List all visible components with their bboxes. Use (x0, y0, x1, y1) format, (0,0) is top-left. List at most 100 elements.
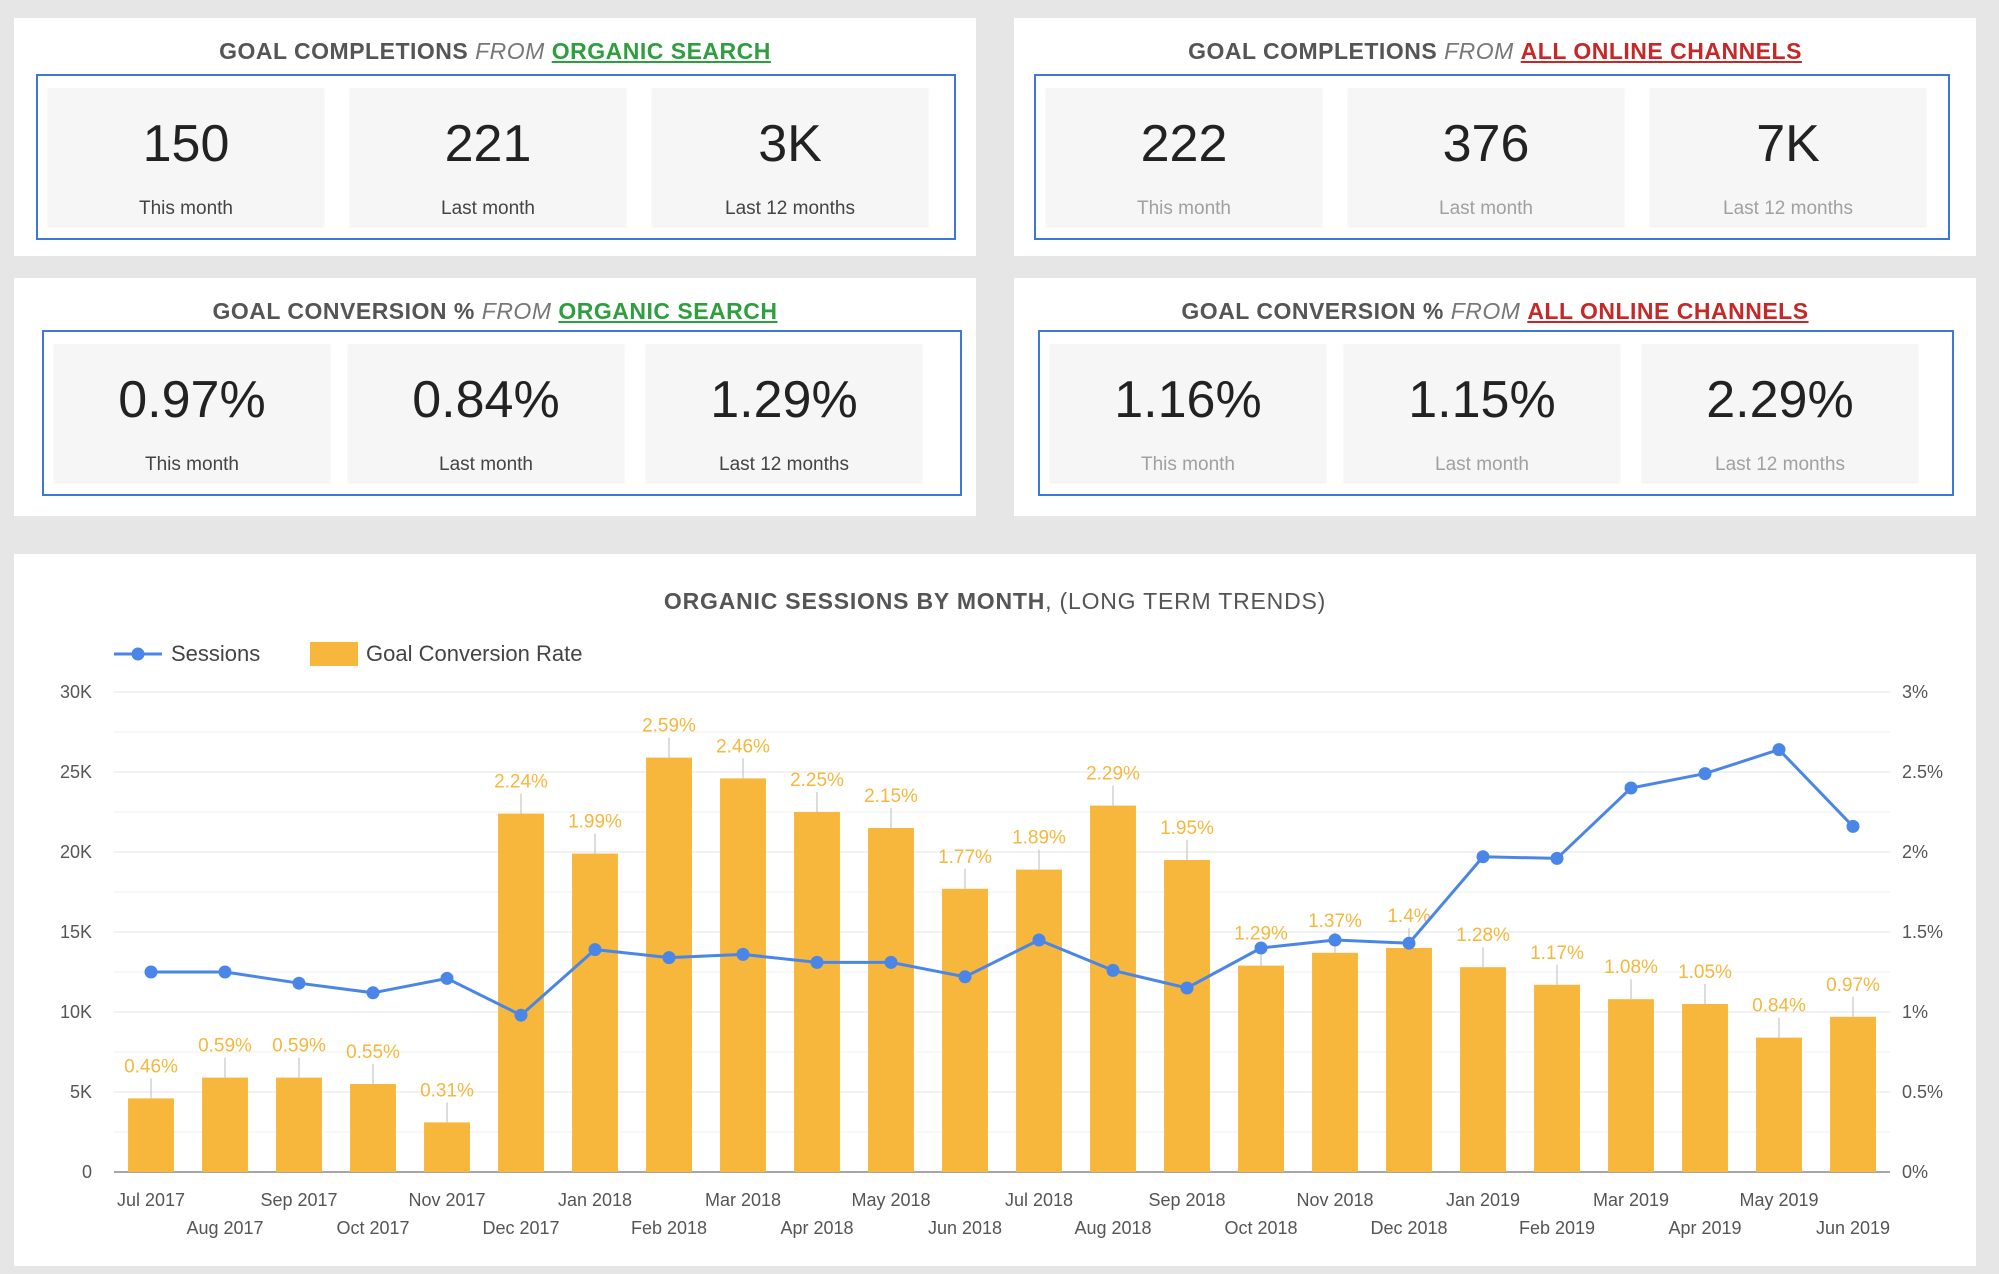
sessions-point (1846, 819, 1860, 833)
conversion-bar (1016, 869, 1062, 1172)
conversion-bar (1386, 948, 1432, 1172)
bar-data-label: 1.28% (1456, 925, 1510, 946)
bar-data-label: 2.46% (716, 736, 770, 757)
panel-title-from: FROM (1444, 38, 1514, 64)
sessions-point (736, 947, 750, 961)
y-left-tick-label: 10K (60, 1002, 92, 1022)
sessions-point (1328, 933, 1342, 947)
y-left-tick-label: 5K (70, 1082, 92, 1102)
bar-data-label: 0.59% (198, 1036, 252, 1057)
sessions-chart: 0 5K 10K 15K 20K 25K 30K 0% 0.5% 1% 1.5% 2% 2.5% 3% 0.… (60, 641, 1943, 1238)
kpi-label: Last month (1435, 454, 1529, 475)
bar-data-label: 0.31% (420, 1080, 474, 1101)
x-tick-label: Apr 2019 (1668, 1218, 1741, 1238)
organic-search-link[interactable]: ORGANIC SEARCH (551, 38, 771, 64)
legend-conversion-label: Goal Conversion Rate (366, 641, 582, 666)
sessions-point (1254, 941, 1268, 955)
kpi-card-this-month: 150 This month (48, 88, 324, 226)
x-tick-label: Jul 2017 (117, 1190, 185, 1210)
conversion-bar (424, 1122, 470, 1172)
kpi-value: 222 (1140, 115, 1228, 173)
kpi-value: 1.15% (1408, 371, 1556, 429)
y-right-tick-label: 0.5% (1902, 1082, 1943, 1102)
x-tick-label: Jan 2019 (1446, 1190, 1520, 1210)
bar-data-label: 2.15% (864, 786, 918, 807)
y-right-tick-label: 0% (1902, 1162, 1928, 1182)
kpi-value: 1.16% (1114, 371, 1262, 429)
conversion-bar (794, 812, 840, 1172)
kpi-value: 2.29% (1706, 371, 1854, 429)
x-tick-label: Dec 2018 (1370, 1218, 1447, 1238)
x-tick-label: Jan 2018 (558, 1190, 632, 1210)
panel-title: GOAL CONVERSION % FROM ORGANIC SEARCH (14, 298, 976, 325)
y-left-tick-label: 30K (60, 682, 92, 702)
all-online-channels-link[interactable]: ALL ONLINE CHANNELS (1520, 38, 1802, 64)
x-tick-label: Sep 2018 (1148, 1190, 1225, 1210)
bar-data-label: 1.99% (568, 812, 622, 833)
kpi-card-last-month: 1.15% Last month (1344, 344, 1620, 482)
kpi-frame: 222 This month 376 Last month 7K Last 12… (1034, 74, 1950, 240)
sessions-point (440, 971, 454, 985)
kpi-card-this-month: 0.97% This month (54, 344, 330, 482)
kpi-panel-conversion-all-channels: GOAL CONVERSION % FROM ALL ONLINE CHANNE… (1014, 278, 1976, 516)
panel-title-metric: GOAL COMPLETIONS (1188, 38, 1438, 64)
conversion-bar (276, 1077, 322, 1172)
bar-data-label: 2.25% (790, 770, 844, 791)
kpi-value: 221 (444, 115, 532, 173)
sessions-line (151, 747, 1855, 1017)
sessions-point (1032, 933, 1046, 947)
all-online-channels-link[interactable]: ALL ONLINE CHANNELS (1527, 298, 1809, 324)
kpi-value: 1.29% (710, 371, 858, 429)
bar-data-label: 0.59% (272, 1036, 326, 1057)
kpi-panel-completions-organic: GOAL COMPLETIONS FROM ORGANIC SEARCH 150… (14, 18, 976, 256)
conversion-bar (1090, 805, 1136, 1172)
bar-data-label: 0.84% (1752, 996, 1806, 1017)
sessions-point (144, 965, 158, 979)
legend-conversion-swatch (310, 642, 358, 666)
sessions-point (1476, 850, 1490, 864)
panel-title-from: FROM (475, 38, 545, 64)
conversion-bar (202, 1077, 248, 1172)
conversion-bar (720, 778, 766, 1172)
x-tick-label: Apr 2018 (780, 1218, 853, 1238)
x-tick-label: May 2019 (1739, 1190, 1818, 1210)
kpi-value: 0.97% (118, 371, 266, 429)
bar-data-label: 0.46% (124, 1056, 178, 1077)
organic-search-link[interactable]: ORGANIC SEARCH (558, 298, 778, 324)
kpi-label: This month (145, 454, 239, 475)
bar-data-label: 1.05% (1678, 962, 1732, 983)
kpi-label: Last 12 months (725, 198, 855, 219)
x-tick-label: May 2018 (851, 1190, 930, 1210)
kpi-frame: 0.97% This month 0.84% Last month 1.29% … (42, 330, 962, 496)
sessions-point (1180, 981, 1194, 995)
bar-data-label: 1.29% (1234, 924, 1288, 945)
x-tick-label: Feb 2018 (631, 1218, 707, 1238)
kpi-value: 376 (1442, 115, 1530, 173)
x-tick-label: Feb 2019 (1519, 1218, 1595, 1238)
kpi-card-last-12-months: 2.29% Last 12 months (1642, 344, 1918, 482)
kpi-label: Last 12 months (719, 454, 849, 475)
y-right-tick-label: 1% (1902, 1002, 1928, 1022)
bar-data-label: 2.59% (642, 716, 696, 737)
kpi-card-this-month: 1.16% This month (1050, 344, 1326, 482)
x-tick-label: Oct 2017 (336, 1218, 409, 1238)
sessions-chart-panel: ORGANIC SESSIONS BY MONTH, (LONG TERM TR… (14, 554, 1976, 1266)
kpi-card-last-12-months: 3K Last 12 months (652, 88, 928, 226)
y-right-tick-label: 2.5% (1902, 762, 1943, 782)
conversion-bar (1830, 1016, 1876, 1172)
y-left-tick-label: 20K (60, 842, 92, 862)
conversion-bar (1608, 999, 1654, 1172)
x-tick-label: Dec 2017 (482, 1218, 559, 1238)
chart-title: ORGANIC SESSIONS BY MONTH, (LONG TERM TR… (14, 588, 1976, 615)
kpi-panel-completions-all-channels: GOAL COMPLETIONS FROM ALL ONLINE CHANNEL… (1014, 18, 1976, 256)
sessions-point (1106, 963, 1120, 977)
x-tick-label: Jul 2018 (1005, 1190, 1073, 1210)
conversion-bar (1682, 1004, 1728, 1172)
conversion-bar (868, 828, 914, 1172)
bar-data-label: 0.55% (346, 1042, 400, 1063)
bar-data-label: 1.4% (1387, 906, 1430, 927)
x-tick-label: Jun 2019 (1816, 1218, 1890, 1238)
sessions-point (588, 943, 602, 957)
x-tick-label: Aug 2018 (1074, 1218, 1151, 1238)
bar-data-label: 1.89% (1012, 828, 1066, 849)
